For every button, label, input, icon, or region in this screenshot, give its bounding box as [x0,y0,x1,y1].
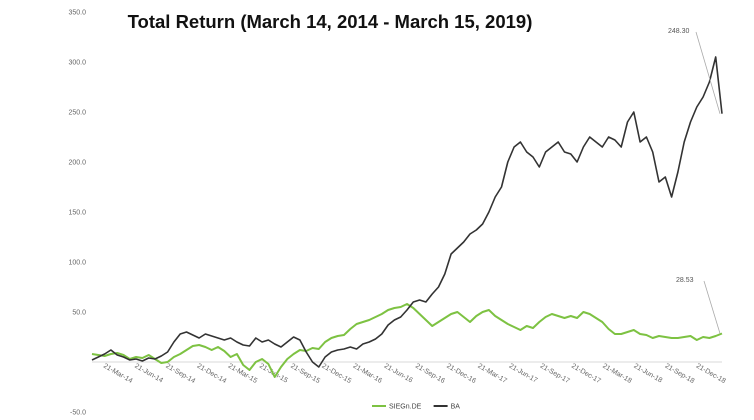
x-tick-label: 21-Jun-17 [508,363,539,385]
annotation-label: 248.30 [668,28,690,35]
x-tick-label: 21-Dec-16 [445,363,477,385]
y-tick-label: 150.0 [68,210,86,217]
annotation-leader-line [695,31,721,114]
x-tick-label: 21-Sep-18 [664,363,696,385]
y-tick-label: 250.0 [68,110,86,117]
x-tick-label: 21-Jun-16 [383,363,414,385]
x-tick-label: 21-Dec-15 [320,363,352,385]
annotation-label: 28.53 [676,277,694,284]
series-line-siegn-de [91,303,723,378]
annotation-leader-line [703,280,721,334]
chart-title: Total Return (March 14, 2014 - March 15,… [128,11,533,32]
x-tick-label: 21-Mar-17 [476,363,508,385]
y-tick-label: 100.0 [68,260,86,267]
y-tick-label: 300.0 [68,60,86,67]
y-tick-label: 200.0 [68,160,86,167]
x-tick-label: 21-Dec-17 [570,363,602,385]
x-tick-label: 21-Jun-14 [133,363,164,385]
x-tick-label: 21-Mar-14 [102,363,134,385]
x-tick-label: 21-Mar-18 [601,363,633,385]
x-tick-label: 21-Dec-18 [695,363,727,385]
x-tick-label: 21-Dec-14 [196,363,228,385]
x-tick-label: 21-Jun-18 [632,363,663,385]
legend-label: BA [451,404,461,411]
y-tick-label: -50.0 [70,410,86,417]
x-tick-label: 21-Sep-14 [164,363,196,385]
y-tick-label: 350.0 [68,10,86,17]
legend-label: SIEGn.DE [389,404,422,411]
x-tick-label: 21-Sep-17 [539,363,571,385]
series-line-ba [91,56,723,368]
x-tick-label: 21-Mar-16 [352,363,384,385]
x-tick-label: 21-Sep-16 [414,363,446,385]
y-tick-label: 50.0 [72,310,86,317]
